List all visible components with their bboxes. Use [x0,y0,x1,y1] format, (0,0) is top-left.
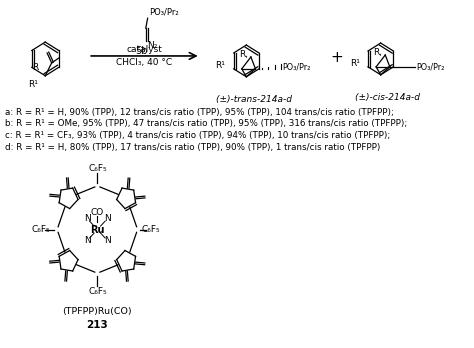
Text: C₆F₅: C₆F₅ [88,286,107,295]
Text: R¹: R¹ [216,61,225,70]
Text: C₆F₅: C₆F₅ [88,164,107,173]
Text: (TPFPP)Ru(CO): (TPFPP)Ru(CO) [63,307,132,316]
Text: PO₃/Pr₂: PO₃/Pr₂ [282,62,310,71]
Text: (±)-​trans-214a-d: (±)-​trans-214a-d [216,95,292,104]
Text: (±)-​cis-214a-d: (±)-​cis-214a-d [356,93,420,102]
Text: R,: R, [239,50,248,60]
Text: R: R [33,63,39,72]
Text: N: N [104,236,111,245]
Text: R¹: R¹ [28,80,38,89]
Text: 213: 213 [86,320,108,330]
Text: N₂: N₂ [147,40,158,49]
Text: a: R = R¹ = H, 90% (TPP), 12 trans/cis ratio (TPP), 95% (TPP), 104 trans/cis rat: a: R = R¹ = H, 90% (TPP), 12 trans/cis r… [5,108,394,117]
Text: catalyst: catalyst [126,46,162,55]
Text: d: R = R¹ = H, 80% (TPP), 17 trans/cis ratio (TPP), 90% (TPP), 1 trans/cis ratio: d: R = R¹ = H, 80% (TPP), 17 trans/cis r… [5,143,381,152]
Text: C₆F₅: C₆F₅ [141,225,160,234]
Text: C₆F₅: C₆F₅ [31,225,50,234]
Text: CO: CO [91,208,104,217]
Text: N: N [83,214,91,223]
Text: b: R = R¹ = OMe, 95% (TPP), 47 trans/cis ratio (TPP), 95% (TPP), 316 trans/cis r: b: R = R¹ = OMe, 95% (TPP), 47 trans/cis… [5,119,407,128]
Text: PO₃/Pr₂: PO₃/Pr₂ [149,7,179,16]
Text: R¹: R¹ [350,60,360,69]
Text: PO₃/Pr₂: PO₃/Pr₂ [416,62,445,71]
Text: 5b: 5b [135,46,147,56]
Text: N: N [104,214,111,223]
Text: c: R = R¹ = CF₃, 93% (TPP), 4 trans/cis ratio (TPP), 94% (TPP), 10 trans/cis rat: c: R = R¹ = CF₃, 93% (TPP), 4 trans/cis … [5,131,390,140]
Text: N: N [83,236,91,245]
Text: Ru: Ru [90,224,105,235]
Text: CHCl₃, 40 °C: CHCl₃, 40 °C [116,58,172,68]
Text: R,: R, [374,48,383,57]
Text: +: + [330,50,343,65]
